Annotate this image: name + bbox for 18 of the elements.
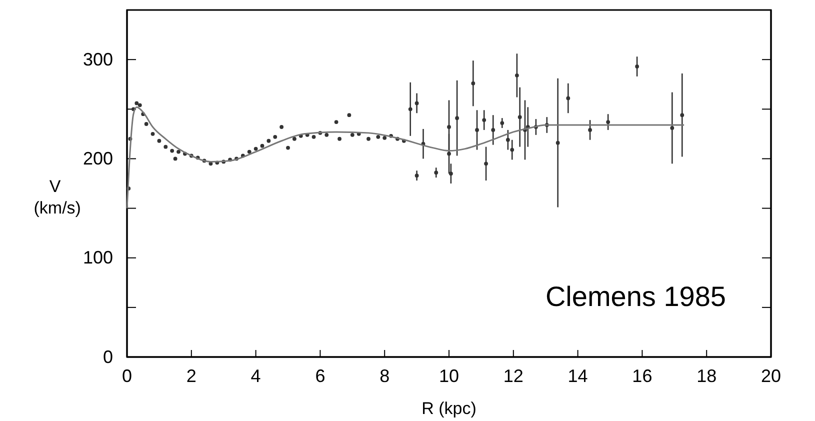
y-tick-label: 300 bbox=[82, 49, 113, 70]
x-tick-label: 6 bbox=[315, 366, 326, 386]
x-tick-label: 8 bbox=[380, 366, 390, 386]
x-tick-label: 12 bbox=[503, 366, 524, 386]
x-tick-label: 14 bbox=[568, 366, 588, 386]
y-tick-label: 100 bbox=[82, 248, 113, 268]
y-axis-title: V (km/s) bbox=[29, 177, 81, 218]
x-tick-label: 0 bbox=[122, 366, 132, 386]
x-axis-title: R (kpc) bbox=[422, 399, 476, 418]
x-tick-label: 20 bbox=[760, 366, 782, 386]
annotation: Clemens 1985 bbox=[545, 281, 726, 312]
x-tick-label: 4 bbox=[250, 366, 261, 386]
x-tick-label: 10 bbox=[438, 366, 460, 386]
y-tick-label: 0 bbox=[102, 346, 113, 367]
x-tick-label: 16 bbox=[632, 366, 652, 386]
x-tick-label: 18 bbox=[696, 366, 717, 386]
x-tick-label: 2 bbox=[186, 366, 196, 386]
y-tick-label: 200 bbox=[82, 148, 113, 168]
